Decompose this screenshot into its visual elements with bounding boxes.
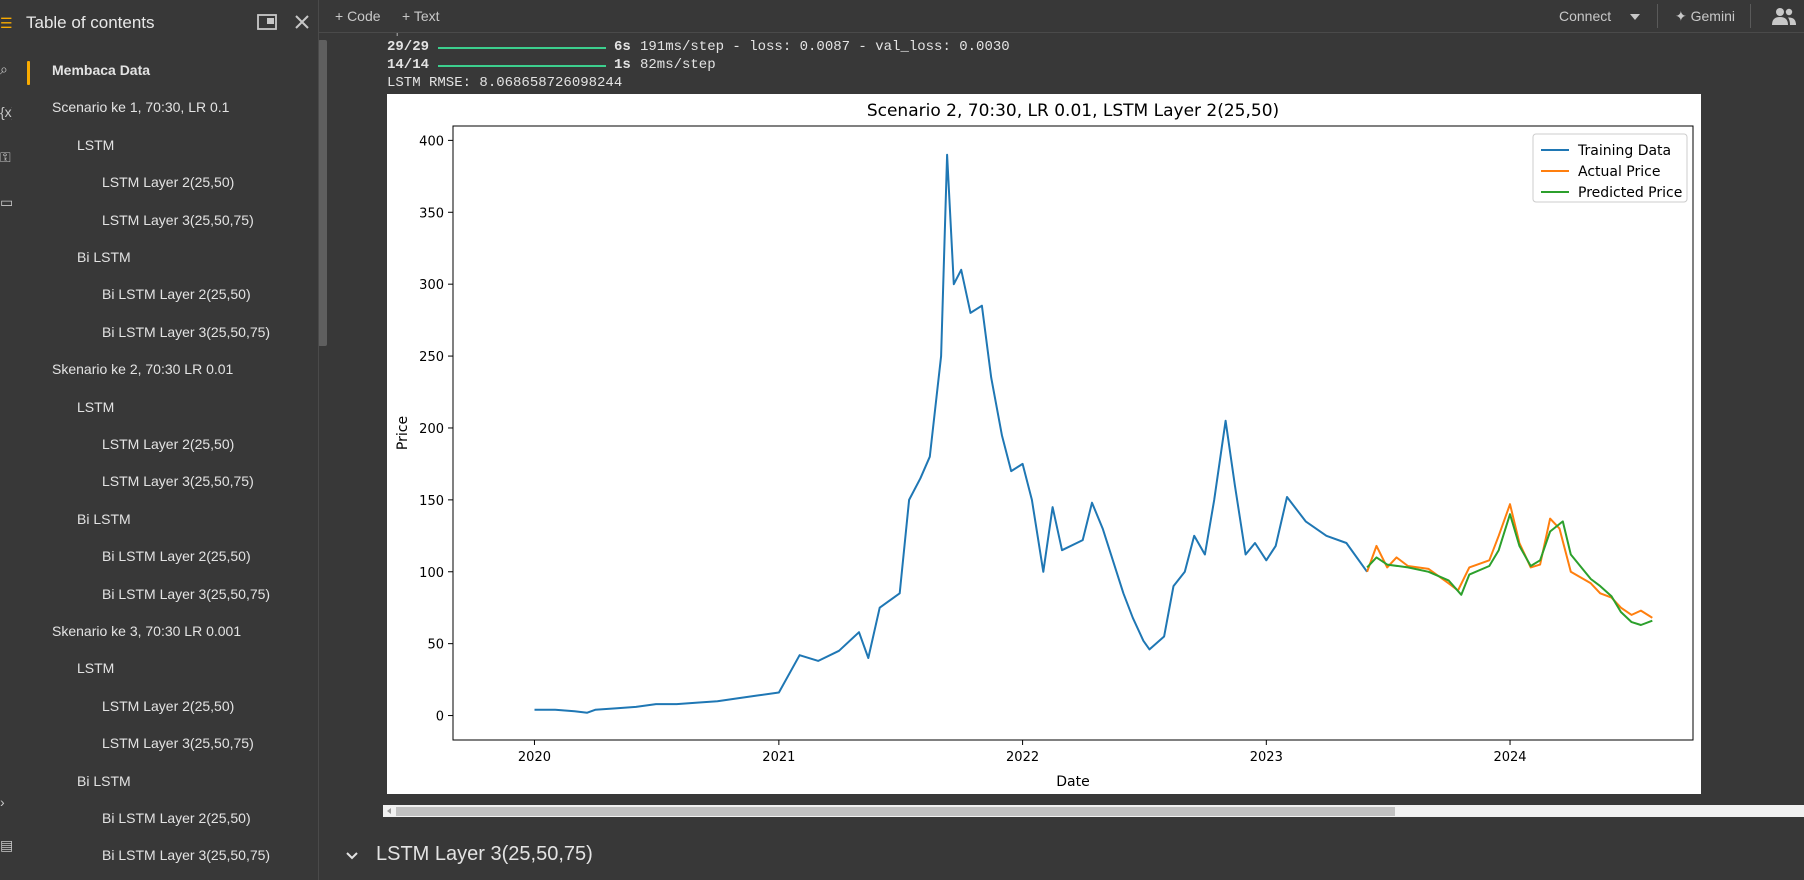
progress-bar: [438, 65, 606, 67]
connect-button[interactable]: Connect: [1559, 8, 1612, 24]
toc-item[interactable]: LSTM: [77, 136, 115, 153]
series-line-predicted-price: [1366, 513, 1653, 626]
progress-time: 6s: [614, 39, 631, 55]
active-item-indicator: [27, 61, 30, 85]
toc-item[interactable]: Bi LSTM Layer 2(25,50): [102, 286, 251, 303]
y-tick-label: 200: [419, 422, 444, 437]
toc-item[interactable]: LSTM Layer 2(25,50): [102, 697, 235, 714]
series-line-training-data: [534, 153, 1368, 714]
legend-label: Training Data: [1577, 143, 1671, 159]
toc-item[interactable]: Skenario ke 2, 70:30 LR 0.01: [52, 361, 234, 378]
toc-item[interactable]: Bi LSTM: [77, 510, 131, 527]
toc-item[interactable]: Bi LSTM Layer 2(25,50): [102, 810, 251, 826]
toc-item[interactable]: Bi LSTM: [77, 249, 131, 265]
toolbar-separator: [1750, 4, 1751, 28]
toolbar-separator: [1657, 4, 1658, 28]
toc-item[interactable]: Membaca Data: [52, 62, 151, 78]
toc-item[interactable]: LSTM: [77, 398, 115, 415]
toc-title: Table of contents: [26, 13, 155, 32]
toc-item[interactable]: LSTM Layer 2(25,50): [102, 436, 235, 452]
price-chart: Scenario 2, 70:30, LR 0.01, LSTM Layer 2…: [395, 101, 1694, 790]
y-axis-label: Price: [395, 416, 411, 450]
progress-metrics: 191ms/step - loss: 0.0087 - val_loss: 0.…: [640, 39, 1010, 55]
legend-box: [1532, 133, 1688, 203]
y-tick-label: 150: [419, 494, 444, 509]
toc-item[interactable]: LSTM Layer 3(25,50,75): [102, 473, 254, 490]
toc-item[interactable]: Bi LSTM Layer 3(25,50,75): [102, 847, 271, 864]
plot-output: Scenario 2, 70:30, LR 0.01, LSTM Layer 2…: [387, 94, 1701, 794]
toc-item[interactable]: Bi LSTM: [77, 772, 131, 789]
notebook-toolbar: + Code + Text Connect ✦ Gemini: [319, 0, 1804, 33]
epoch-line: Epoch 14/100: [387, 33, 488, 38]
x-tick-label: 2020: [518, 750, 551, 765]
toc-item[interactable]: LSTM: [77, 660, 115, 677]
output-scrollbar-thumb[interactable]: [396, 807, 1395, 816]
toc-item[interactable]: Skenario ke 3, 70:30 LR 0.001: [52, 623, 242, 639]
x-tick-label: 2022: [1006, 750, 1039, 765]
legend-label: Actual Price: [1578, 164, 1660, 180]
toc-sidebar: Table of contents Membaca Data Scenario k…: [12, 0, 327, 880]
menu-icon[interactable]: ☰: [0, 15, 12, 31]
icon-rail: ☰ ⌕ {x} ⚿ ▭ › ▤: [0, 0, 12, 880]
search-icon[interactable]: ⌕: [0, 61, 8, 77]
x-axis-label: Date: [1056, 774, 1089, 790]
toc-item[interactable]: LSTM Layer 3(25,50,75): [102, 211, 254, 228]
toc-item[interactable]: Bi LSTM Layer 3(25,50,75): [102, 585, 271, 602]
close-icon[interactable]: [290, 10, 314, 34]
chevron-down-icon[interactable]: [344, 848, 360, 864]
secrets-icon[interactable]: ⚿: [0, 149, 11, 165]
y-tick-label: 250: [419, 350, 444, 365]
section-heading[interactable]: LSTM Layer 3(25,50,75): [376, 843, 593, 865]
toc-item[interactable]: Bi LSTM Layer 3(25,50,75): [102, 323, 271, 340]
progress-steps: 14/14: [387, 57, 430, 73]
x-tick-label: 2023: [1250, 750, 1283, 765]
rmse-output: LSTM RMSE: 8.068658726098244: [387, 75, 623, 91]
gemini-button[interactable]: ✦ Gemini: [1675, 8, 1735, 24]
y-tick-label: 350: [419, 206, 444, 221]
chart-title: Scenario 2, 70:30, LR 0.01, LSTM Layer 2…: [867, 101, 1279, 121]
y-tick-label: 0: [436, 710, 444, 725]
toc-item[interactable]: Bi LSTM Layer 2(25,50): [102, 548, 251, 565]
y-tick-label: 300: [419, 278, 444, 293]
x-tick-label: 2021: [762, 750, 795, 765]
y-tick-label: 400: [419, 134, 444, 149]
toc-item[interactable]: LSTM Layer 2(25,50): [102, 174, 235, 191]
legend-label: Predicted Price: [1578, 185, 1682, 201]
progress-steps: 29/29: [387, 39, 430, 55]
toc-item[interactable]: LSTM Layer 3(25,50,75): [102, 735, 254, 752]
add-code-button[interactable]: + Code: [335, 8, 381, 24]
sidebar-divider: [318, 0, 319, 880]
variables-icon[interactable]: {x}: [0, 104, 12, 120]
y-tick-label: 100: [419, 566, 444, 581]
y-tick-label: 50: [427, 638, 444, 653]
toc-item[interactable]: Scenario ke 1, 70:30, LR 0.1: [52, 99, 230, 116]
chevron-down-icon[interactable]: [1628, 10, 1642, 24]
files-icon[interactable]: ▭: [0, 194, 12, 210]
people-icon[interactable]: [1771, 5, 1797, 27]
scroll-left-icon[interactable]: [384, 806, 394, 816]
progress-time: 1s: [614, 57, 631, 73]
expand-icon[interactable]: ›: [0, 794, 5, 810]
series-line-actual-price: [1366, 503, 1653, 619]
sidebar-scrollbar[interactable]: [318, 40, 327, 346]
add-text-button[interactable]: + Text: [402, 8, 440, 24]
progress-bar: [438, 47, 606, 49]
open-in-tab-icon[interactable]: [255, 10, 279, 34]
progress-metrics: 82ms/step: [640, 57, 716, 73]
x-tick-label: 2024: [1493, 750, 1526, 765]
terminal-icon[interactable]: ▤: [0, 837, 12, 853]
plot-frame: [452, 125, 1694, 741]
